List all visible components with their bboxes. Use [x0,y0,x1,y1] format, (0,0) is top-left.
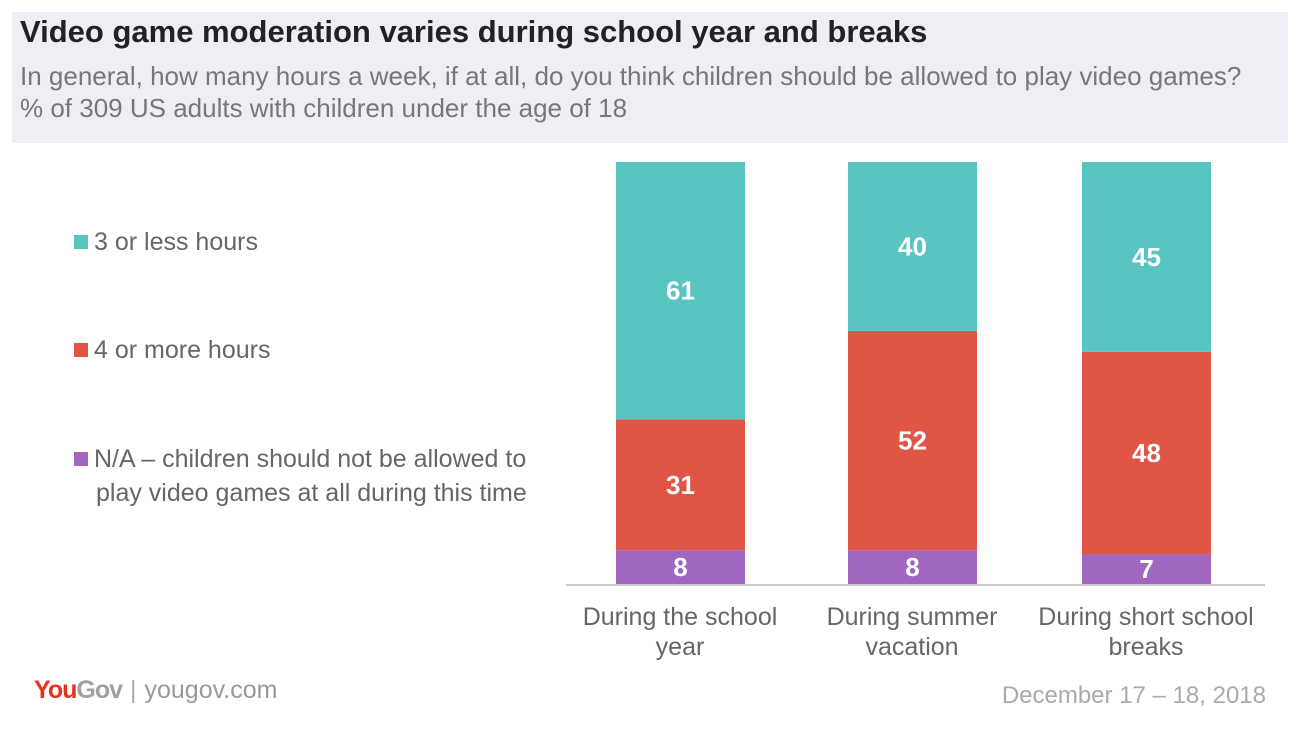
category-label: During the school year [582,603,778,661]
bar-segment [616,162,745,420]
footer-url[interactable]: yougov.com [144,676,278,704]
yougov-logo-gov: Gov [76,676,123,704]
legend-label: 4 or more hours [94,336,271,364]
divider: | [130,676,137,704]
bar-segment [1082,554,1211,584]
legend-swatch [74,452,88,466]
data-label: 45 [1132,242,1161,272]
category-label: During short school breaks [1038,603,1254,661]
legend-item-3-or-less: 3 or less hours [74,225,524,259]
data-label: 31 [666,470,695,500]
data-label: 48 [1132,438,1161,468]
chart-subtitle: In general, how many hours a week, if at… [20,61,1242,123]
legend-label: N/A – children should not be allowed to … [94,445,527,507]
bar-segment [848,330,977,551]
legend-item-na: N/A – children should not be allowed to … [74,442,546,510]
bar-segment [1082,162,1211,352]
bar-segment [848,162,977,331]
bar-segment [616,419,745,551]
bar-segment [1082,351,1211,555]
category-label: During summer vacation [826,603,998,661]
chart-title: Video game moderation varies during scho… [20,14,928,49]
legend-swatch [74,343,88,357]
data-label: 61 [666,276,695,306]
data-label: 8 [905,552,919,582]
footer-date: December 17 – 18, 2018 [1001,682,1266,709]
bar-segment [848,550,977,584]
data-label: 8 [673,552,687,582]
header-band [12,12,1288,143]
data-label: 52 [898,426,927,456]
legend-item-4-or-more: 4 or more hours [74,333,524,367]
data-label: 7 [1139,554,1153,584]
bar-segment [616,550,745,584]
legend-swatch [74,235,88,249]
data-label: 40 [898,231,927,261]
footer-brand: YouGov | yougov.com [34,676,277,705]
legend-label: 3 or less hours [94,228,258,256]
yougov-logo: You [34,676,77,704]
